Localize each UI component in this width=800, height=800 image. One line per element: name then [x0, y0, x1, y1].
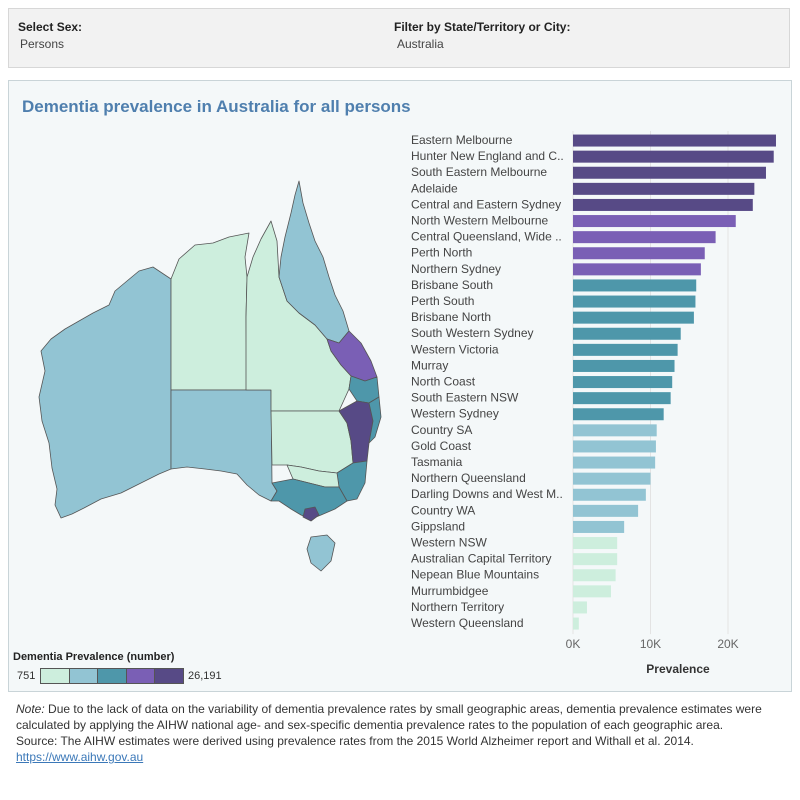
bar[interactable] [573, 263, 701, 276]
bar-category-label: South Eastern Melbourne [411, 165, 547, 179]
bar[interactable] [573, 424, 657, 437]
bar[interactable] [573, 456, 656, 469]
bar[interactable] [573, 585, 611, 598]
bar[interactable] [573, 198, 753, 211]
bar-category-label: Central Queensland, Wide .. [411, 230, 562, 244]
bar[interactable] [573, 182, 755, 195]
bar-category-label: Gold Coast [411, 439, 472, 453]
x-tick-label: 20K [717, 637, 738, 651]
bar-category-label: Adelaide [411, 181, 458, 195]
bar[interactable] [573, 601, 587, 614]
bar-category-label: South Eastern NSW [411, 391, 519, 405]
bar-category-label: Tasmania [411, 455, 463, 469]
bar-category-label: Western NSW [411, 536, 487, 550]
region-filter-select[interactable]: Australia [397, 37, 444, 51]
legend-swatch-4 [155, 669, 183, 683]
bar[interactable] [573, 504, 639, 517]
bar-category-label: Hunter New England and C.. [411, 149, 564, 163]
bar-category-label: Australian Capital Territory [411, 552, 552, 566]
bar-category-label: Brisbane South [411, 278, 493, 292]
bar-category-label: Darling Downs and West M.. [411, 487, 563, 501]
map-region-melbourne[interactable] [302, 506, 320, 522]
bar-category-label: Brisbane North [411, 310, 491, 324]
map-region-western-australia[interactable] [38, 266, 172, 519]
bar[interactable] [573, 295, 696, 308]
source-text: Source: The AIHW estimates were derived … [16, 734, 694, 748]
bar[interactable] [573, 150, 774, 163]
bar[interactable] [573, 392, 671, 405]
bar-category-label: Country SA [411, 423, 472, 437]
bar[interactable] [573, 343, 678, 356]
bar-category-label: Northern Territory [411, 600, 504, 614]
bar[interactable] [573, 166, 766, 179]
bar[interactable] [573, 537, 618, 550]
map-region-tasmania[interactable] [306, 534, 336, 572]
map-region-hunter-new-england[interactable] [338, 400, 374, 464]
bar[interactable] [573, 569, 616, 582]
bar-category-label: Nepean Blue Mountains [411, 568, 539, 582]
x-tick-label: 10K [640, 637, 661, 651]
bar-category-label: Country WA [411, 503, 475, 517]
bar[interactable] [573, 231, 716, 244]
notes-section: Note: Due to the lack of data on the var… [16, 701, 786, 765]
region-filter-label: Filter by State/Territory or City: [394, 20, 571, 34]
legend-title: Dementia Prevalence (number) [13, 651, 175, 663]
bar[interactable] [573, 327, 681, 340]
legend-swatch-1 [69, 669, 99, 683]
bar[interactable] [573, 311, 694, 324]
bar-category-label: Murrumbidgee [411, 584, 489, 598]
legend-swatch-0 [41, 669, 70, 683]
legend-swatch-2 [98, 669, 127, 683]
legend-min-label: 751 [17, 670, 36, 682]
map-region-victoria[interactable] [270, 478, 348, 520]
bar[interactable] [573, 134, 776, 147]
bar-category-label: Northern Queensland [411, 471, 526, 485]
bar[interactable] [573, 247, 705, 260]
bar-category-label: Eastern Melbourne [411, 133, 513, 147]
bar[interactable] [573, 472, 651, 485]
bar-category-label: Western Sydney [411, 407, 499, 421]
bar[interactable] [573, 376, 673, 389]
bar[interactable] [573, 215, 736, 228]
dashboard-panel: Dementia prevalence in Australia for all… [8, 80, 792, 692]
note-text: Due to the lack of data on the variabili… [16, 702, 762, 732]
legend-swatch-3 [126, 669, 156, 683]
x-tick-label: 0K [566, 637, 581, 651]
map-region-north-coast[interactable] [368, 396, 382, 444]
filter-bar: Select Sex: Persons Filter by State/Terr… [8, 8, 790, 68]
bar-category-label: North Coast [411, 375, 476, 389]
australia-map[interactable] [9, 81, 409, 693]
bar-category-label: Perth South [411, 294, 474, 308]
bar[interactable] [573, 520, 625, 533]
sex-filter-label: Select Sex: [18, 20, 83, 34]
x-axis-title: Prevalence [646, 662, 710, 676]
bar[interactable] [573, 359, 675, 372]
bar[interactable] [573, 279, 697, 292]
bar-category-label: Northern Sydney [411, 262, 501, 276]
bar-category-label: Western Queensland [411, 616, 524, 630]
dashboard-title: Dementia prevalence in Australia for all… [22, 97, 411, 116]
note-paragraph: Note: Due to the lack of data on the var… [16, 701, 786, 733]
note-lead: Note: [16, 702, 45, 716]
bar-category-label: Central and Eastern Sydney [411, 197, 561, 211]
bar-category-label: Gippsland [411, 519, 465, 533]
bar-category-label: South Western Sydney [411, 326, 534, 340]
color-legend [40, 668, 184, 684]
sex-filter-select[interactable]: Persons [20, 37, 65, 51]
bar[interactable] [573, 617, 579, 630]
bar-category-label: North Western Melbourne [411, 214, 549, 228]
prevalence-bar-chart: Eastern Melbourne Hunter New England and … [411, 131, 776, 676]
bar[interactable] [573, 408, 664, 421]
bar-category-label: Murray [411, 358, 448, 372]
bar[interactable] [573, 488, 646, 501]
legend-max-label: 26,191 [188, 670, 222, 682]
bar[interactable] [573, 553, 618, 566]
map-region-northern-queensland[interactable] [278, 180, 350, 344]
aihw-link[interactable]: https://www.aihw.gov.au [16, 750, 144, 764]
bar-category-label: Perth North [411, 246, 472, 260]
bar-category-label: Western Victoria [411, 342, 499, 356]
bar[interactable] [573, 440, 656, 453]
